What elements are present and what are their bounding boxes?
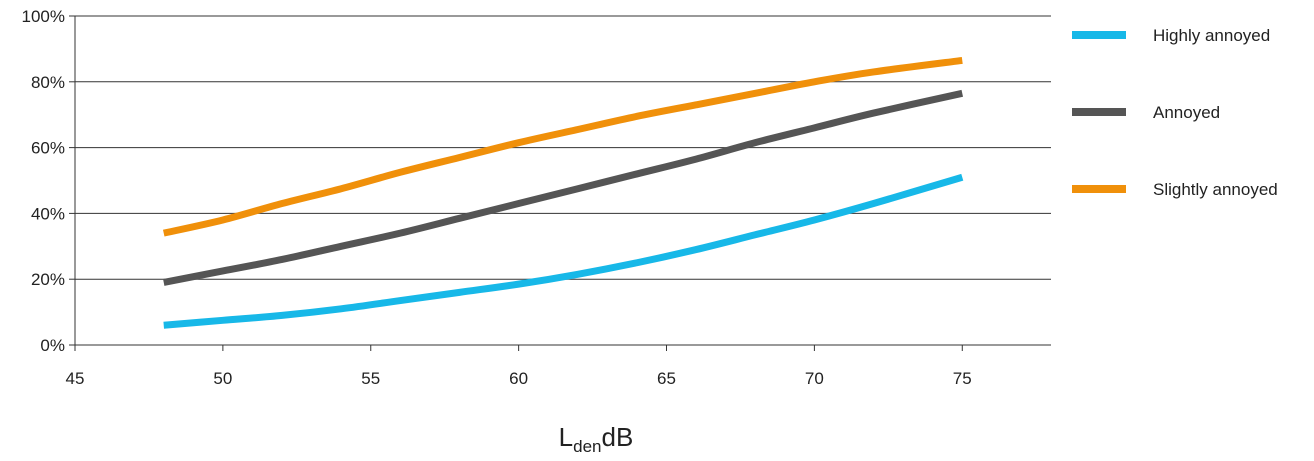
x-axis-title-unit: dB [602,422,634,452]
series-line-highly-annoyed [163,173,964,329]
axes: 0% 20% 40% 60% 80% 100% 45 50 55 60 65 70 75 [22,7,1051,388]
series-line-annoyed [163,89,964,286]
series-lines [162,56,964,329]
legend-swatch-slightly-annoyed [1072,185,1126,193]
x-axis-title: LdendB [559,422,634,456]
legend: Highly annoyed Annoyed Slightly annoyed [1072,26,1278,199]
y-tick-label: 0% [40,336,65,355]
y-tick-label: 100% [22,7,65,26]
gridlines [75,15,1051,280]
x-tick-label: 45 [66,369,85,388]
x-axis-title-subscript: den [573,437,601,456]
y-tick-label: 60% [31,139,65,158]
x-tick-label: 60 [509,369,528,388]
x-tick-label: 50 [213,369,232,388]
y-tick-label: 20% [31,270,65,289]
x-tick-label: 75 [953,369,972,388]
y-tick-label: 80% [31,73,65,92]
x-axis-title-main: L [559,422,573,452]
legend-label-annoyed: Annoyed [1153,103,1220,122]
series-line-slightly-annoyed [162,56,963,237]
legend-swatch-highly-annoyed [1072,31,1126,39]
x-tick-label: 65 [657,369,676,388]
legend-label-slightly-annoyed: Slightly annoyed [1153,180,1278,199]
legend-label-highly-annoyed: Highly annoyed [1153,26,1270,45]
y-tick-label: 40% [31,204,65,223]
x-tick-label: 55 [361,369,380,388]
legend-swatch-annoyed [1072,108,1126,116]
x-tick-label: 70 [805,369,824,388]
